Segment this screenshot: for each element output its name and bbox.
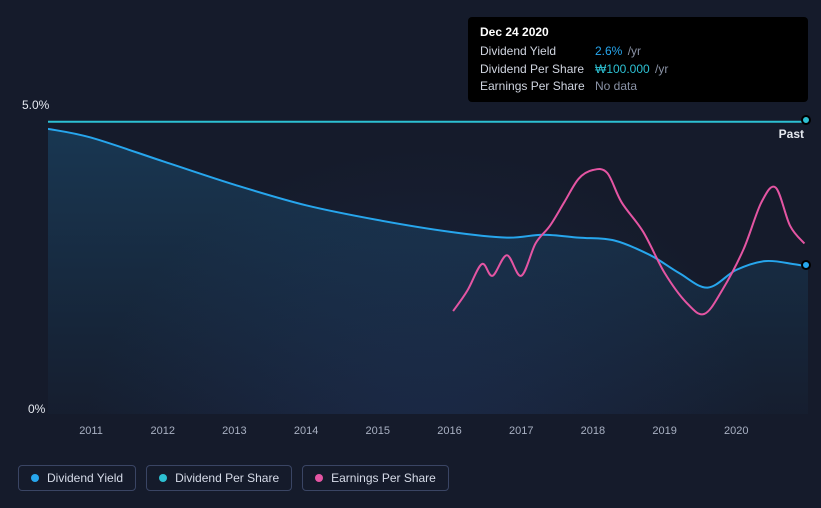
x-axis-tick: 2020 xyxy=(724,425,748,437)
legend-dot-icon xyxy=(315,474,323,482)
legend: Dividend Yield Dividend Per Share Earnings… xyxy=(18,465,449,491)
legend-dot-icon xyxy=(159,474,167,482)
x-axis-tick: 2012 xyxy=(150,425,174,437)
legend-item-label: Dividend Yield xyxy=(47,471,123,485)
tooltip-row: Earnings Per ShareNo data xyxy=(480,78,796,95)
legend-item-dividend-yield[interactable]: Dividend Yield xyxy=(18,465,136,491)
y-axis-top-label: 5.0% xyxy=(22,98,49,112)
chart-svg xyxy=(48,120,808,414)
x-axis-tick: 2011 xyxy=(79,425,103,437)
legend-dot-icon xyxy=(31,474,39,482)
y-axis-bottom-label: 0% xyxy=(28,402,45,416)
tooltip-row-value: ₩100.000 /yr xyxy=(595,61,668,78)
x-axis-tick: 2018 xyxy=(581,425,605,437)
x-axis-tick: 2019 xyxy=(652,425,676,437)
tooltip-row-label: Dividend Per Share xyxy=(480,61,595,78)
legend-item-label: Dividend Per Share xyxy=(175,471,279,485)
tooltip-row: Dividend Yield2.6% /yr xyxy=(480,43,796,60)
x-axis-tick: 2015 xyxy=(366,425,390,437)
chart-tooltip: Dec 24 2020 Dividend Yield2.6% /yrDivide… xyxy=(468,17,808,102)
x-axis: 2011 2012 2013 2014 2015 2016 2017 2018 2019 2020 xyxy=(48,425,808,445)
x-axis-tick: 2017 xyxy=(509,425,533,437)
series-end-marker xyxy=(801,260,811,270)
tooltip-row-label: Earnings Per Share xyxy=(480,78,595,95)
tooltip-row-label: Dividend Yield xyxy=(480,43,595,60)
tooltip-row: Dividend Per Share₩100.000 /yr xyxy=(480,61,796,78)
x-axis-tick: 2016 xyxy=(437,425,461,437)
x-axis-tick: 2014 xyxy=(294,425,318,437)
tooltip-row-value: 2.6% /yr xyxy=(595,43,641,60)
dividend-yield-area xyxy=(48,129,808,414)
tooltip-row-value: No data xyxy=(595,78,637,95)
series-end-marker xyxy=(801,115,811,125)
tooltip-date: Dec 24 2020 xyxy=(480,24,796,41)
legend-item-dividend-per-share[interactable]: Dividend Per Share xyxy=(146,465,292,491)
legend-item-label: Earnings Per Share xyxy=(331,471,436,485)
plot-area[interactable] xyxy=(48,120,808,414)
x-axis-tick: 2013 xyxy=(222,425,246,437)
legend-item-earnings-per-share[interactable]: Earnings Per Share xyxy=(302,465,449,491)
